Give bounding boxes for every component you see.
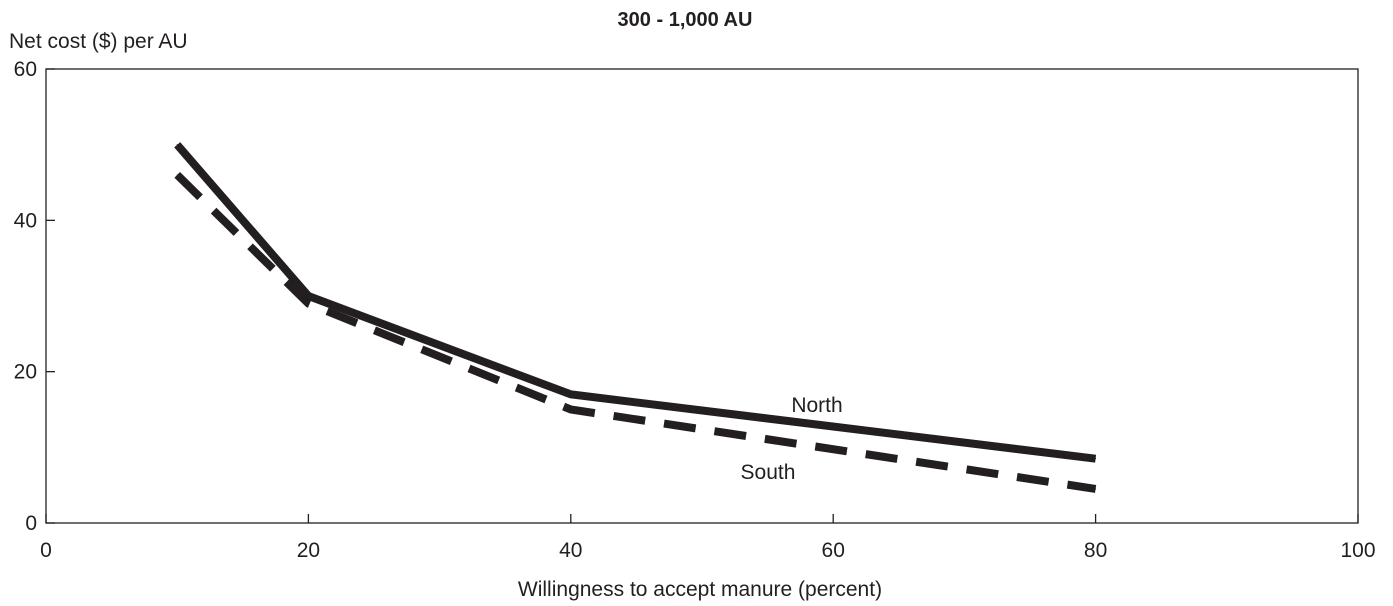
y-tick-label: 40 (14, 209, 37, 232)
data-point-north (570, 393, 572, 395)
y-tick-label: 20 (14, 361, 37, 384)
data-point-south (570, 409, 572, 410)
y-tick-label: 0 (25, 512, 37, 535)
series-line-north (174, 142, 1097, 463)
data-point-north (307, 295, 309, 297)
x-tick-label: 80 (1084, 539, 1107, 562)
x-axis-title: Willingness to accept manure (percent) (518, 578, 882, 601)
x-tick-label: 40 (559, 539, 582, 562)
data-point-south (176, 174, 178, 176)
x-tick-label: 60 (822, 539, 845, 562)
y-axis-ticks: 0 20 40 60 (14, 58, 55, 535)
chart-title: 300 - 1,000 AU (618, 9, 753, 31)
y-tick-label: 60 (14, 58, 37, 81)
y-axis-title: Net cost ($) per AU (9, 30, 188, 53)
series-layer (174, 142, 1097, 493)
series-label-south: South (741, 461, 796, 484)
x-tick-label: 100 (1340, 539, 1375, 562)
x-tick-label: 20 (297, 539, 320, 562)
x-axis-ticks: 0 20 40 60 80 100 (40, 514, 1376, 562)
data-point-south (307, 303, 309, 305)
plot-frame (45, 68, 1359, 524)
series-line-south (174, 172, 1097, 493)
data-point-north (176, 144, 178, 146)
x-tick-label: 0 (40, 539, 52, 562)
data-point-north (1095, 458, 1097, 460)
data-point-south (1095, 488, 1097, 490)
series-label-north: North (791, 394, 842, 417)
